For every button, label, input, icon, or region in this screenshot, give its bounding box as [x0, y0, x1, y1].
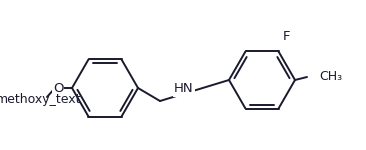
Text: O: O	[53, 81, 63, 94]
Text: CH₃: CH₃	[319, 70, 342, 84]
Text: methoxy_text: methoxy_text	[0, 93, 82, 105]
Text: HN: HN	[174, 82, 194, 96]
Text: F: F	[283, 30, 290, 43]
